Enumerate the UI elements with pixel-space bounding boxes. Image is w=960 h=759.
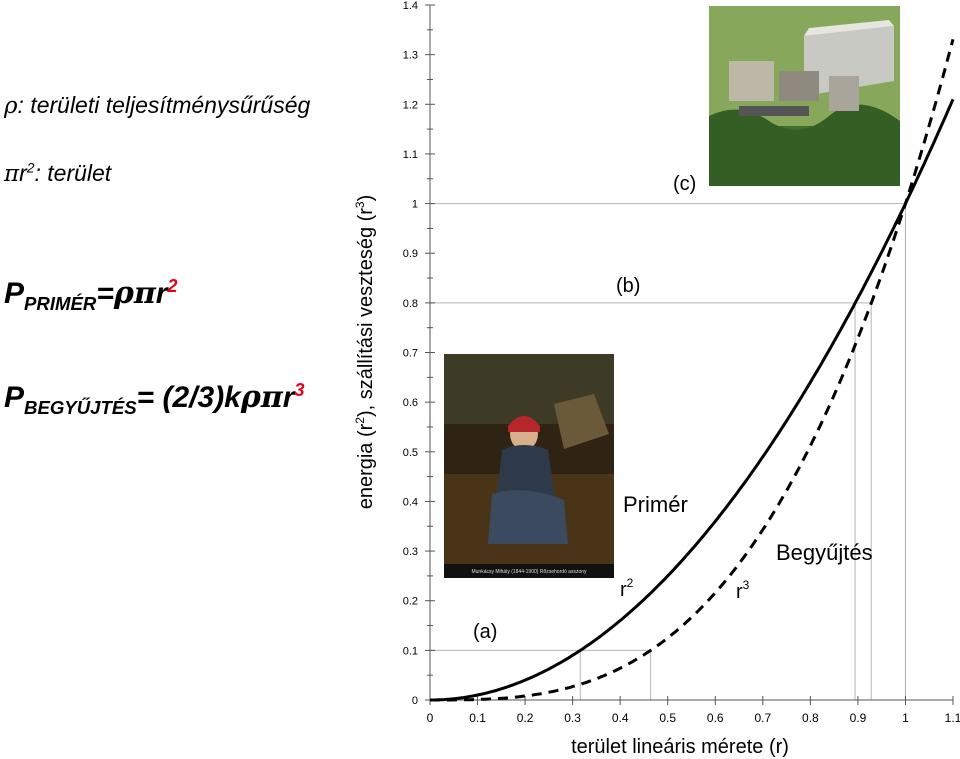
r2-label: r2 bbox=[620, 576, 634, 601]
y-tick-label: 0.8 bbox=[403, 298, 418, 310]
y-tick-label: 0 bbox=[412, 695, 418, 707]
y-label-exp-2: 3 bbox=[353, 201, 367, 208]
primer-rho: ρ bbox=[113, 276, 134, 311]
painting-image: Munkácsy Mihály (1844-1900) Rőzsehordó a… bbox=[444, 354, 614, 578]
primer-series-label: Primér bbox=[623, 492, 688, 517]
r2-exp: 2 bbox=[627, 576, 634, 590]
y-tick-label: 0.3 bbox=[403, 546, 418, 558]
guide-layer bbox=[430, 203, 906, 700]
primer-pi: π bbox=[133, 276, 156, 311]
begyujtes-formula: PBEGYŰJTÉS= (2/3)kρπr3 bbox=[4, 380, 305, 419]
x-tick-label: 0.3 bbox=[564, 711, 581, 725]
area-exponent: 2 bbox=[26, 160, 35, 176]
x-tick-label: 0.8 bbox=[802, 711, 819, 725]
x-tick-label: 0.5 bbox=[659, 711, 676, 725]
x-tick-label: 0.2 bbox=[517, 711, 534, 725]
begyujtes-subscript: BEGYŰJTÉS bbox=[24, 397, 137, 418]
guide-label-a: (a) bbox=[473, 621, 497, 643]
y-tick-label: 0.7 bbox=[403, 348, 418, 360]
area-pi: π bbox=[4, 161, 20, 187]
y-tick-label: 1 bbox=[412, 199, 418, 211]
x-tick-label: 0 bbox=[427, 711, 434, 725]
y-tick-label: 1.4 bbox=[403, 0, 418, 12]
series-line-primer bbox=[430, 98, 955, 702]
begyujtes-r: r bbox=[282, 381, 295, 414]
x-tick-label: 0.9 bbox=[850, 711, 867, 725]
primer-formula: PPRIMÉR=ρπr2 bbox=[4, 276, 178, 315]
painting-illustration: Munkácsy Mihály (1844-1900) Rőzsehordó a… bbox=[444, 354, 614, 578]
y-tick-label: 0.2 bbox=[403, 596, 418, 608]
rho-definition-text: : területi teljesítménysűrűség bbox=[17, 92, 311, 118]
area-r: r bbox=[19, 160, 27, 186]
x-tick-label: 0.6 bbox=[707, 711, 724, 725]
area-definition-text: : terület bbox=[34, 160, 112, 186]
r2-base: r bbox=[620, 579, 627, 601]
y-label-part-3: ) bbox=[355, 195, 377, 202]
primer-p: P bbox=[4, 277, 25, 310]
axis-layer: 0 0.1 0.2 0.3 0.4 0.5 0.6 0.7 0.8 0.9 1 1.1 1.2 1.3 1.… bbox=[403, 0, 960, 725]
begyujtes-p: P bbox=[4, 381, 25, 414]
y-tick-label: 0.4 bbox=[403, 496, 418, 508]
r3-label: r3 bbox=[736, 578, 750, 603]
x-tick-label: 1.1 bbox=[945, 711, 960, 725]
power-plant-image bbox=[709, 6, 900, 186]
y-label-exp-1: 2 bbox=[353, 417, 367, 424]
curve-layer bbox=[430, 38, 955, 702]
power-plant-illustration bbox=[709, 6, 900, 186]
r3-base: r bbox=[736, 581, 743, 603]
painting-caption: Munkácsy Mihály (1844-1900) Rőzsehordó a… bbox=[471, 569, 587, 575]
primer-exponent: 2 bbox=[167, 276, 178, 296]
y-tick-label: 0.1 bbox=[403, 645, 418, 657]
primer-r: r bbox=[155, 277, 168, 310]
begyujtes-rho: ρ bbox=[240, 380, 261, 415]
area-definition: πr2: terület bbox=[4, 160, 111, 187]
y-axis-label: energia (r2), szállítási veszteség (r3) bbox=[353, 195, 377, 510]
x-tick-label: 0.7 bbox=[754, 711, 771, 725]
begyujtes-series-label: Begyűjtés bbox=[776, 540, 873, 565]
guide-label-c: (c) bbox=[673, 173, 696, 195]
x-axis-label: terület lineáris mérete (r) bbox=[571, 736, 789, 758]
rho-definition: ρ: területi teljesítménysűrűség bbox=[4, 92, 310, 119]
x-tick-label: 1 bbox=[902, 711, 909, 725]
x-tick-label: 0.4 bbox=[612, 711, 629, 725]
x-tick-label: 0.1 bbox=[469, 711, 486, 725]
y-tick-label: 1.1 bbox=[403, 149, 418, 161]
rho-symbol: ρ bbox=[4, 93, 18, 119]
y-tick-label: 0.9 bbox=[403, 248, 418, 260]
r3-exp: 3 bbox=[743, 578, 750, 592]
y-tick-label: 0.5 bbox=[403, 447, 418, 459]
begyujtes-equals: = (2/3)k bbox=[136, 381, 241, 414]
primer-equals: = bbox=[96, 277, 114, 310]
y-label-part-2: ), szállítási veszteség (r bbox=[355, 208, 377, 417]
begyujtes-pi: π bbox=[260, 380, 283, 415]
begyujtes-exponent: 3 bbox=[294, 380, 305, 400]
y-label-part-1: energia (r bbox=[355, 423, 377, 509]
primer-subscript: PRIMÉR bbox=[24, 293, 97, 314]
y-tick-label: 0.6 bbox=[403, 397, 418, 409]
guide-label-b: (b) bbox=[616, 275, 640, 297]
y-tick-label: 1.2 bbox=[403, 99, 418, 111]
y-tick-label: 1.3 bbox=[403, 50, 418, 62]
series-line-begyujtes bbox=[430, 38, 955, 702]
